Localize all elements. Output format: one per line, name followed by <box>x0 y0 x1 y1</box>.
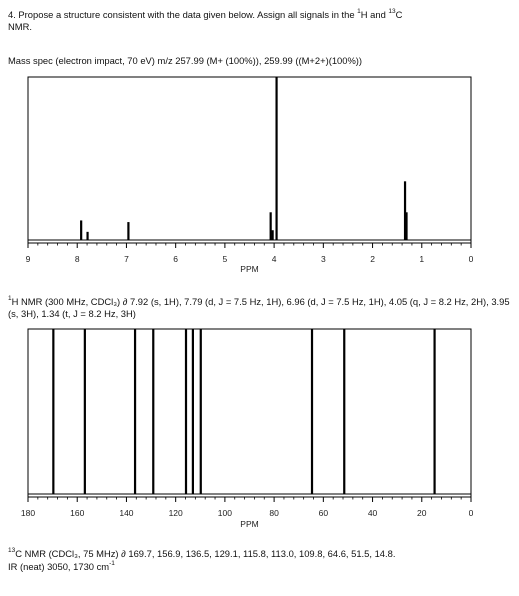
tick-label: 160 <box>70 508 84 518</box>
h-nmr-spectrum: 9 8 7 6 5 4 3 2 1 0 PPM <box>26 76 474 274</box>
superscript-13: 13 <box>8 547 16 554</box>
tick-label: 0 <box>469 508 474 518</box>
peak <box>52 329 55 494</box>
peak <box>405 212 408 240</box>
peak <box>184 329 188 494</box>
peak <box>133 329 137 494</box>
peak <box>86 231 89 240</box>
question-text-mid: H and <box>360 9 389 20</box>
tick-label: 0 <box>469 254 474 264</box>
tick-label: 8 <box>75 254 80 264</box>
question-text-line2: NMR. <box>8 21 32 32</box>
peak <box>80 220 83 240</box>
question-text-end: C <box>395 9 403 20</box>
tick-label: 9 <box>26 254 31 264</box>
superscript-1: 1 <box>357 8 361 15</box>
tick-label: 1 <box>419 254 424 264</box>
superscript-minus-1: -1 <box>109 560 115 567</box>
peak <box>271 230 274 240</box>
tick-label: 60 <box>319 508 329 518</box>
tick-label: 80 <box>269 508 279 518</box>
c-nmr-spectrum: 180 160 140 120 100 80 60 40 20 0 PPM <box>21 328 474 529</box>
ir-data: IR (neat) 3050, 1730 cm <box>8 561 110 572</box>
peak <box>152 329 155 494</box>
peak <box>199 329 202 494</box>
x-axis-label: PPM <box>240 519 258 529</box>
peak <box>343 329 346 494</box>
h-nmr-data: H NMR (300 MHz, CDCl₃) ∂ 7.92 (s, 1H), 7… <box>8 296 513 319</box>
tick-label: 120 <box>169 508 183 518</box>
tick-label: 40 <box>368 508 378 518</box>
peak <box>275 77 278 240</box>
tick-label: 2 <box>370 254 375 264</box>
mass-spec-text: Mass spec (electron impact, 70 eV) m/z 2… <box>8 55 363 66</box>
peak <box>310 329 314 494</box>
tick-label: 100 <box>218 508 232 518</box>
tick-label: 3 <box>321 254 326 264</box>
tick-label: 20 <box>417 508 427 518</box>
question-text: 4. Propose a structure consistent with t… <box>8 9 358 20</box>
peak <box>191 329 194 494</box>
peak <box>127 222 130 240</box>
peak <box>433 329 436 494</box>
ir-text: IR (neat) 3050, 1730 cm-1 <box>8 560 513 573</box>
x-axis-label: PPM <box>240 264 258 274</box>
tick-label: 180 <box>21 508 35 518</box>
superscript-13: 13 <box>388 8 396 15</box>
peak <box>403 181 407 240</box>
question-title: 4. Propose a structure consistent with t… <box>8 8 513 33</box>
peak <box>83 329 86 494</box>
tick-label: 5 <box>223 254 228 264</box>
peak <box>269 212 272 240</box>
superscript-1: 1 <box>8 295 12 302</box>
h-nmr-text: 1H NMR (300 MHz, CDCl₃) ∂ 7.92 (s, 1H), … <box>8 295 513 320</box>
tick-label: 140 <box>119 508 133 518</box>
tick-label: 7 <box>124 254 129 264</box>
c-nmr-text: 13C NMR (CDCl₃, 75 MHz) ∂ 169.7, 156.9, … <box>8 547 513 560</box>
c-nmr-data: C NMR (CDCl₃, 75 MHz) ∂ 169.7, 156.9, 13… <box>15 548 396 559</box>
plot-frame <box>27 328 472 498</box>
tick-label: 6 <box>173 254 178 264</box>
tick-label: 4 <box>272 254 277 264</box>
